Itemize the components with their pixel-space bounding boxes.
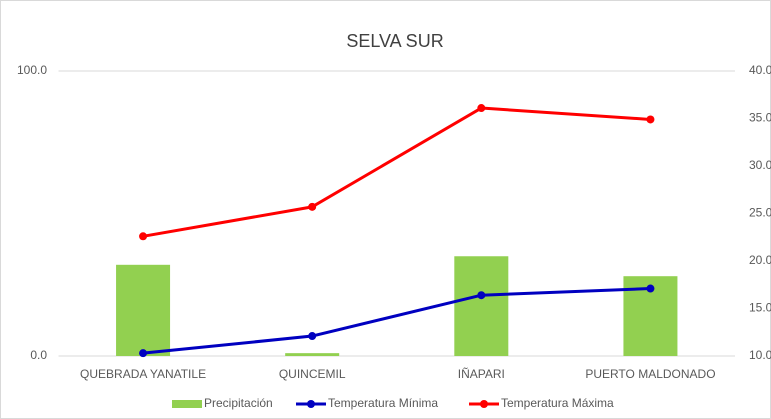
line	[142, 287, 651, 355]
marker	[139, 232, 148, 241]
line	[142, 106, 651, 238]
y2-tick-label: 35.0	[749, 111, 771, 125]
bar	[116, 264, 171, 356]
legend-marker	[307, 400, 315, 408]
x-tick-label: QUEBRADA YANATILE	[80, 367, 206, 381]
y-tick-label: 100.0	[17, 63, 47, 77]
marker	[477, 104, 486, 113]
marker	[477, 291, 486, 300]
legend-swatch	[172, 400, 202, 408]
y-tick-label: 0.0	[30, 348, 47, 362]
y2-tick-label: 10.0	[749, 348, 771, 362]
y2-tick-label: 25.0	[749, 206, 771, 220]
chart-title: SELVA SUR	[346, 31, 443, 51]
marker	[308, 332, 317, 341]
y2-tick-label: 30.0	[749, 158, 771, 172]
y2-tick-label: 15.0	[749, 301, 771, 315]
y2-tick-label: 40.0	[749, 63, 771, 77]
marker	[646, 284, 655, 293]
legend-label: Precipitación	[204, 396, 273, 410]
marker	[308, 202, 317, 211]
legend-marker	[480, 400, 488, 408]
legend-label: Temperatura Mínima	[328, 396, 438, 410]
y2-tick-label: 20.0	[749, 253, 771, 267]
x-tick-label: QUINCEMIL	[279, 367, 346, 381]
x-tick-label: PUERTO MALDONADO	[585, 367, 715, 381]
marker	[139, 349, 148, 358]
bar	[285, 353, 340, 356]
bar	[454, 256, 509, 356]
marker	[646, 115, 655, 124]
x-tick-label: IÑAPARI	[458, 367, 505, 381]
legend-label: Temperatura Máxima	[501, 396, 614, 410]
